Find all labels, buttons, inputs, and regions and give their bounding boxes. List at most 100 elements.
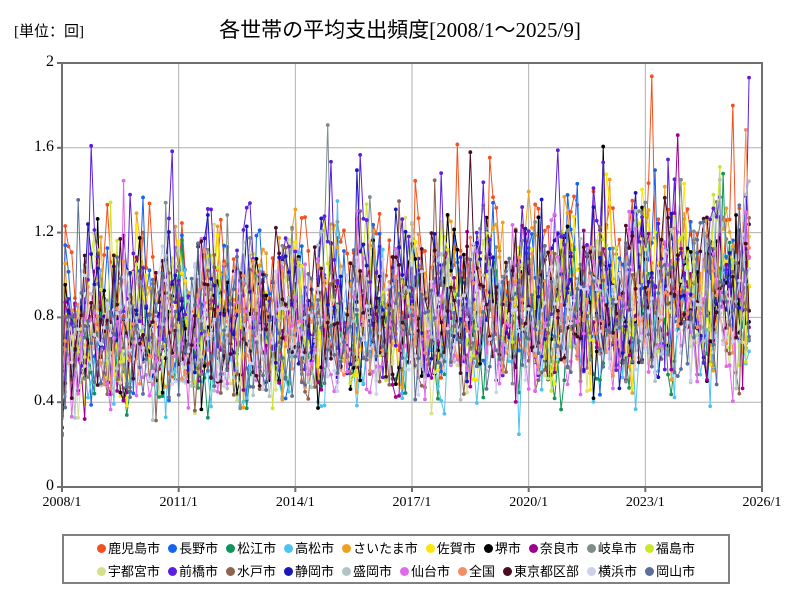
series-marker	[199, 239, 204, 244]
series-marker	[338, 327, 343, 332]
series-marker	[358, 348, 363, 353]
legend-item[interactable]: さいたま市	[342, 541, 418, 556]
series-marker	[257, 383, 262, 388]
series-marker	[465, 244, 469, 249]
series-marker	[225, 381, 230, 386]
series-marker	[594, 345, 599, 350]
series-marker	[251, 385, 256, 389]
series-marker	[410, 330, 414, 335]
series-marker	[562, 233, 567, 238]
legend-item[interactable]: 水戸市	[225, 564, 276, 579]
series-marker	[82, 335, 87, 340]
legend-item[interactable]: 福島市	[644, 541, 695, 556]
legend-item[interactable]: 堺市	[483, 541, 521, 556]
series-marker	[277, 331, 282, 336]
legend-item[interactable]: 全国	[458, 564, 495, 579]
series-marker	[656, 217, 661, 222]
series-marker	[695, 237, 700, 242]
series-marker	[562, 194, 567, 199]
series-marker	[322, 381, 327, 386]
legend-label: 前橋市	[178, 563, 218, 579]
series-marker	[436, 368, 440, 372]
legend-item[interactable]: 佐賀市	[425, 541, 476, 556]
series-marker	[474, 230, 479, 235]
series-marker	[724, 262, 729, 267]
series-marker	[111, 332, 116, 337]
series-marker	[248, 384, 252, 389]
legend-item[interactable]: 岐阜市	[586, 541, 637, 556]
legend-item[interactable]: 長野市	[168, 541, 218, 556]
series-marker	[264, 327, 269, 332]
series-marker	[141, 324, 145, 329]
series-marker	[627, 262, 632, 267]
series-marker	[662, 240, 667, 244]
series-marker	[183, 278, 188, 283]
legend-item[interactable]: 前橋市	[167, 563, 218, 579]
series-marker	[692, 335, 696, 340]
series-marker	[319, 216, 324, 221]
series-marker	[393, 207, 398, 212]
legend-item[interactable]: 仙台市	[400, 563, 451, 579]
legend-item[interactable]: 静岡市	[283, 564, 334, 579]
legend-label: 仙台市	[411, 563, 451, 579]
series-marker	[623, 223, 628, 228]
series-marker	[578, 392, 583, 397]
series-marker	[322, 278, 327, 283]
series-marker	[154, 359, 158, 364]
legend-label: 高松市	[295, 540, 335, 556]
series-marker	[662, 262, 667, 267]
series-marker	[546, 376, 551, 381]
series-marker	[170, 323, 175, 328]
legend-item[interactable]: 東京都区部	[503, 564, 579, 579]
legend-item[interactable]: 岡山市	[645, 564, 695, 579]
series-marker	[167, 230, 171, 234]
series-marker	[646, 332, 651, 337]
legend-item[interactable]: 高松市	[284, 540, 335, 556]
series-marker	[280, 356, 285, 360]
series-marker	[565, 382, 570, 387]
series-marker	[578, 379, 583, 384]
series-marker	[241, 405, 246, 410]
series-marker	[646, 287, 651, 292]
series-marker	[205, 336, 210, 341]
series-marker	[273, 360, 278, 365]
series-marker	[649, 271, 654, 275]
series-marker	[342, 340, 346, 344]
series-marker	[95, 383, 100, 387]
series-marker	[747, 266, 751, 271]
series-marker	[280, 328, 285, 333]
series-marker	[682, 293, 687, 298]
series-marker	[73, 301, 77, 306]
series-marker	[183, 369, 188, 374]
series-marker	[82, 417, 87, 421]
legend-item[interactable]: 横浜市	[587, 564, 637, 579]
series-marker	[572, 323, 576, 328]
series-marker	[205, 300, 210, 305]
series-marker	[640, 205, 644, 210]
legend-item[interactable]: 宇都宮市	[96, 564, 160, 579]
series-marker	[115, 366, 119, 371]
series-marker	[312, 385, 317, 389]
legend-item[interactable]: 奈良市	[528, 540, 579, 556]
legend-color-swatch-icon	[425, 544, 435, 553]
series-marker	[617, 237, 622, 242]
series-marker	[474, 278, 479, 283]
series-marker	[141, 333, 145, 337]
series-marker	[491, 200, 495, 205]
legend-item[interactable]: 鹿児島市	[97, 541, 160, 556]
series-marker	[646, 231, 651, 236]
series-marker	[361, 311, 366, 315]
series-marker	[497, 381, 502, 386]
series-marker	[338, 239, 343, 244]
series-marker	[293, 328, 298, 333]
legend-item[interactable]: 松江市	[226, 541, 276, 556]
series-marker	[724, 259, 729, 264]
series-marker	[562, 378, 567, 383]
series-marker	[494, 348, 499, 353]
legend-label: 奈良市	[539, 540, 579, 556]
legend-item[interactable]: 盛岡市	[341, 564, 392, 579]
series-marker	[474, 250, 479, 254]
series-marker	[666, 372, 670, 377]
series-marker	[429, 376, 434, 380]
series-marker	[163, 200, 168, 205]
